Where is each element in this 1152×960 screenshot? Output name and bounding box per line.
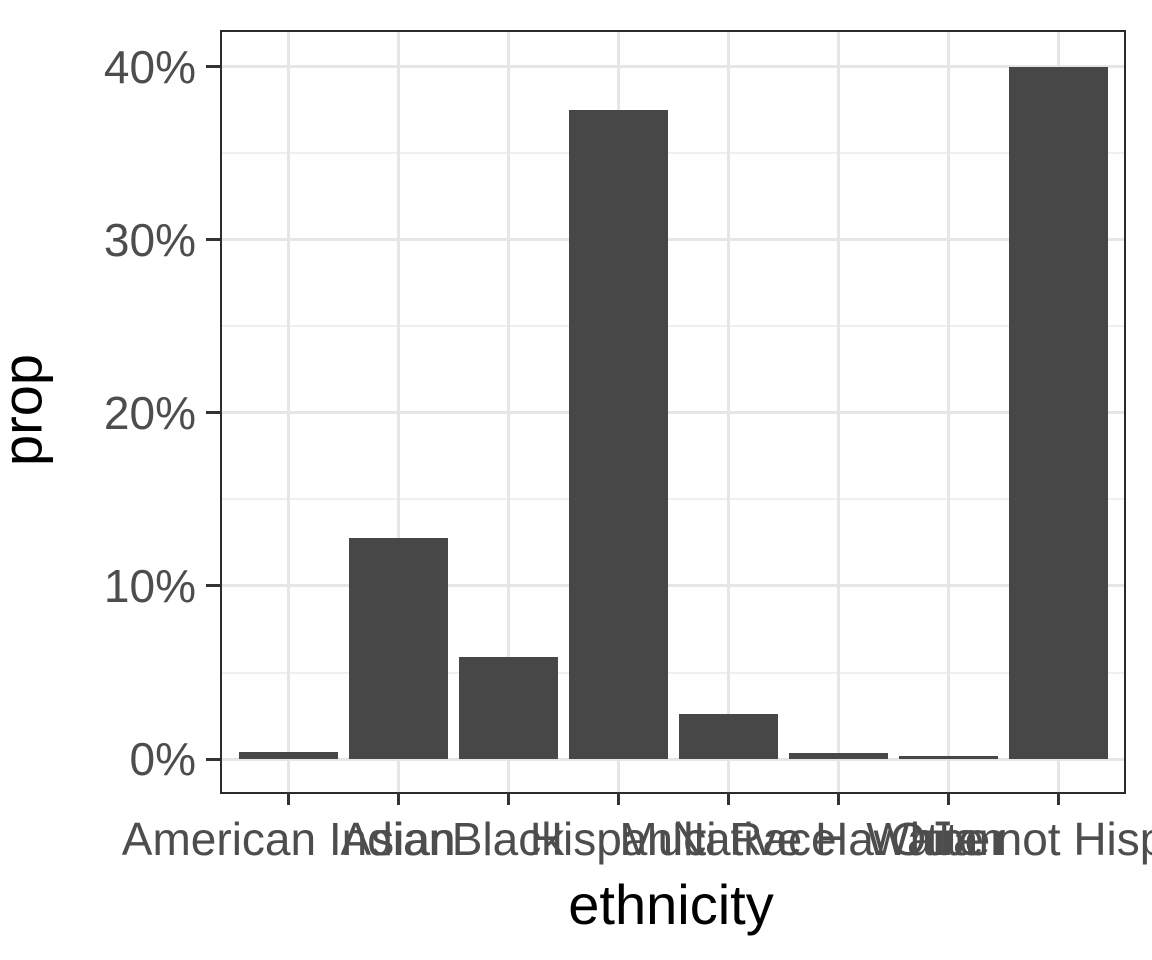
x-tick-label-black: Black: [451, 813, 565, 865]
x-tick-label-white-not-hispanic: White not Hispanic: [866, 813, 1152, 865]
gridline-major-vertical: [836, 32, 840, 792]
x-axis-tick-mark: [286, 792, 290, 805]
gridline-major-horizontal: [222, 584, 1124, 588]
gridline-major-horizontal: [222, 757, 1124, 761]
x-axis-title: ethnicity: [568, 873, 774, 936]
y-axis-tick-mark: [206, 757, 220, 761]
gridline-major-vertical: [726, 32, 730, 792]
y-tick-label: 40%: [103, 40, 196, 93]
gridline-minor-horizontal: [222, 325, 1124, 328]
x-tick-label-native-hawaiian: Native Hawaiian: [671, 813, 1005, 865]
x-axis-tick-mark: [506, 792, 510, 805]
bar-black: [458, 656, 558, 760]
bar-hispanic: [568, 109, 668, 760]
bar-native-hawaiian: [788, 753, 888, 760]
gridline-major-vertical: [946, 32, 950, 792]
bar-other: [898, 755, 998, 760]
x-axis-tick-mark: [726, 792, 730, 805]
y-tick-label: 10%: [103, 559, 196, 612]
y-axis-tick-mark: [206, 411, 220, 415]
x-tick-label-hispanic: Hispanic: [529, 813, 707, 865]
x-tick-label-multi-race: Multi Race: [619, 813, 837, 865]
bar-american-indian: [238, 752, 338, 760]
y-tick-label: 0%: [129, 733, 196, 786]
x-tick-label-asian: Asian: [340, 813, 456, 865]
x-axis-tick-mark: [396, 792, 400, 805]
gridline-minor-horizontal: [222, 152, 1124, 155]
y-axis-tick-mark: [206, 238, 220, 242]
x-tick-label-american-indian: American Indian: [121, 813, 455, 865]
bar-asian: [348, 537, 448, 760]
y-axis-tick-mark: [206, 584, 220, 588]
y-axis-title: prop: [0, 353, 54, 467]
gridline-minor-horizontal: [222, 498, 1124, 501]
y-tick-label: 20%: [103, 386, 196, 439]
gridline-major-horizontal: [222, 411, 1124, 415]
plot-panel: [220, 30, 1126, 794]
bar-white-not-hispanic: [1008, 66, 1108, 760]
gridline-minor-horizontal: [222, 671, 1124, 674]
x-axis-tick-mark: [1056, 792, 1060, 805]
gridline-major-horizontal: [222, 238, 1124, 242]
gridline-major-vertical: [286, 32, 290, 792]
x-axis-tick-mark: [616, 792, 620, 805]
bar-multi-race: [678, 714, 778, 760]
gridline-major-vertical: [506, 32, 510, 792]
y-axis-tick-mark: [206, 65, 220, 69]
x-tick-label-other: Other: [890, 813, 1006, 865]
x-axis-tick-mark: [946, 792, 950, 805]
y-tick-label: 30%: [103, 213, 196, 266]
x-axis-tick-mark: [836, 792, 840, 805]
gridline-major-horizontal: [222, 65, 1124, 69]
gridline-major-vertical: [396, 32, 400, 792]
